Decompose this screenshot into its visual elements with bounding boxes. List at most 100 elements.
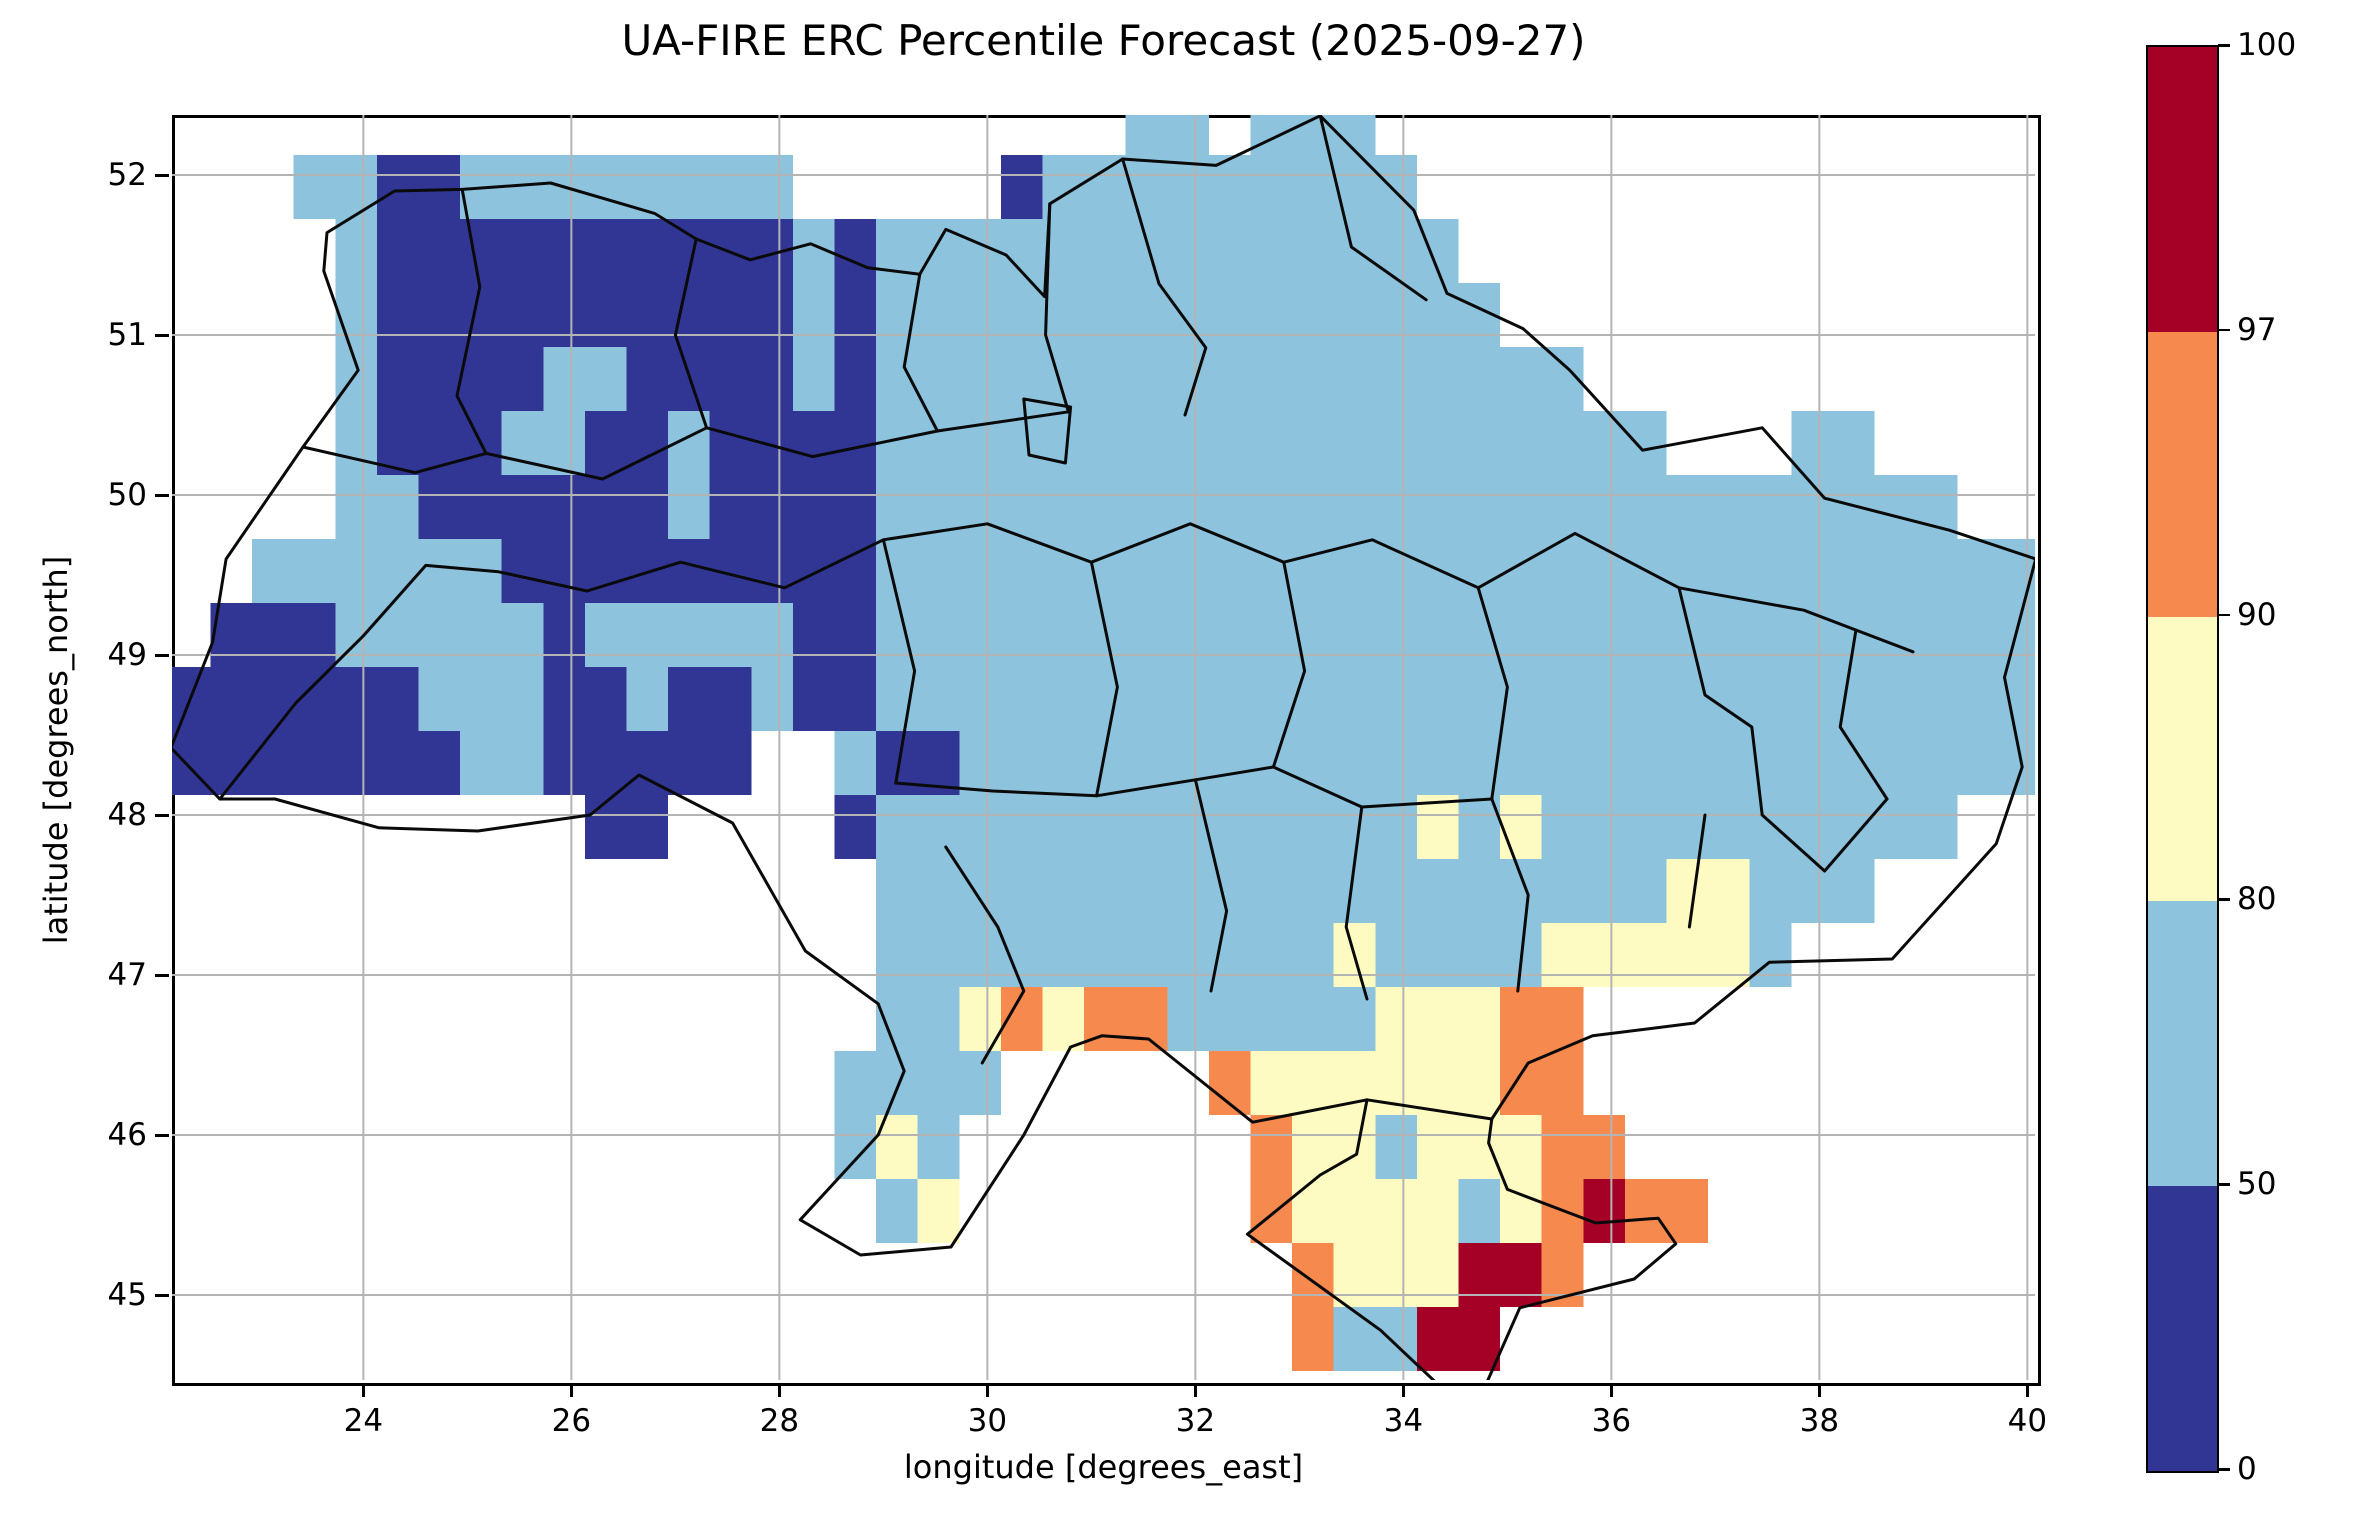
grid-cell xyxy=(1375,283,1417,347)
grid-cell xyxy=(1957,603,2000,667)
grid-cell xyxy=(1500,795,1542,859)
grid-cell xyxy=(1208,667,1251,731)
grid-cell xyxy=(959,539,1001,603)
heatmap-cells xyxy=(172,115,2035,1371)
grid-cell xyxy=(1042,603,1085,667)
y-tick-label: 47 xyxy=(107,957,147,993)
colorbar-tick-label: 97 xyxy=(2237,311,2277,348)
grid-cell xyxy=(1292,1179,1334,1243)
grid-cell xyxy=(1458,603,1501,667)
grid-cell xyxy=(1583,411,1625,475)
grid-cell xyxy=(751,667,793,731)
grid-cell xyxy=(917,1179,960,1243)
grid-cell xyxy=(1042,347,1085,411)
grid-cell xyxy=(917,219,960,283)
grid-cell xyxy=(1167,731,1209,795)
grid-cell xyxy=(1167,923,1209,987)
grid-cell xyxy=(1208,795,1251,859)
grid-cell xyxy=(709,603,752,667)
grid-cell xyxy=(1791,539,1833,603)
grid-cell xyxy=(543,411,585,475)
grid-cell xyxy=(1375,1115,1417,1179)
grid-cell xyxy=(1541,667,1584,731)
grid-cell xyxy=(876,475,918,539)
grid-cell xyxy=(1666,923,1709,987)
grid-cell xyxy=(1500,603,1542,667)
grid-cell xyxy=(1375,603,1417,667)
grid-cell xyxy=(1042,731,1085,795)
grid-cell xyxy=(1125,115,1168,155)
grid-cell xyxy=(1250,667,1293,731)
oblast-border xyxy=(944,845,1026,1065)
grid-cell xyxy=(252,667,294,731)
grid-cell xyxy=(959,795,1001,859)
grid-cell xyxy=(1333,411,1376,475)
grid-cell xyxy=(709,347,752,411)
grid-cell xyxy=(1624,411,1667,475)
grid-cell xyxy=(1125,411,1168,475)
grid-cell xyxy=(1167,603,1209,667)
grid-cell xyxy=(584,731,627,795)
grid-cell xyxy=(252,603,294,667)
oblast-border xyxy=(1344,805,1369,1001)
grid-cell xyxy=(751,155,793,219)
x-axis-label: longitude [degrees_east] xyxy=(903,1448,1304,1486)
grid-cell xyxy=(1500,731,1542,795)
grid-cell xyxy=(1125,475,1168,539)
grid-cell xyxy=(543,219,585,283)
grid-cell xyxy=(543,475,585,539)
grid-cell xyxy=(1292,923,1334,987)
grid-cell xyxy=(376,347,419,411)
grid-cell xyxy=(1333,1115,1376,1179)
grid-cell xyxy=(418,475,461,539)
grid-cell xyxy=(1167,411,1209,475)
oblast-border xyxy=(1271,560,1307,769)
grid-cell xyxy=(1666,1179,1709,1243)
grid-cell xyxy=(1708,539,1750,603)
grid-cell xyxy=(792,475,835,539)
grid-cell xyxy=(1375,411,1417,475)
region-borders xyxy=(172,115,2035,1380)
x-tick-mark xyxy=(777,1383,781,1397)
grid-cell xyxy=(917,1115,960,1179)
grid-cell xyxy=(792,667,835,731)
grid-cell xyxy=(460,219,502,283)
grid-cell xyxy=(1084,795,1126,859)
grid-cell xyxy=(1791,795,1833,859)
oblast-border xyxy=(1476,586,1509,801)
grid-cell xyxy=(1708,795,1750,859)
oblast-border xyxy=(1677,586,1764,817)
grid-cell xyxy=(293,155,336,219)
colorbar-tick-label: 100 xyxy=(2237,27,2297,63)
grid-cell xyxy=(1624,1179,1667,1243)
grid-cell xyxy=(876,795,918,859)
grid-cell xyxy=(584,795,627,859)
grid-cell xyxy=(834,347,877,411)
grid-cell xyxy=(1250,603,1293,667)
grid-cell xyxy=(1500,411,1542,475)
grid-cell xyxy=(460,283,502,347)
grid-cell xyxy=(1708,475,1750,539)
grid-cell xyxy=(210,667,253,731)
grid-cell xyxy=(1458,1051,1501,1115)
grid-cell xyxy=(501,539,544,603)
grid-cell xyxy=(418,219,461,283)
grid-cell xyxy=(626,219,669,283)
grid-cell xyxy=(1042,795,1085,859)
grid-cell xyxy=(1292,155,1334,219)
grid-cell xyxy=(1916,731,1958,795)
grid-cell xyxy=(501,347,544,411)
grid-cell xyxy=(1125,603,1168,667)
grid-cell xyxy=(1042,987,1085,1051)
grid-cell xyxy=(1708,923,1750,987)
grid-cell xyxy=(1416,603,1459,667)
grid-cell xyxy=(293,603,336,667)
colorbar-tick-label: 80 xyxy=(2237,881,2277,918)
grid-cell xyxy=(1458,1179,1501,1243)
grid-cell xyxy=(1624,795,1667,859)
grid-cell xyxy=(1000,667,1043,731)
grid-cell xyxy=(172,731,211,795)
grid-cell xyxy=(1084,219,1126,283)
colorbar-tick-mark xyxy=(2217,328,2230,332)
grid-cell xyxy=(1832,539,1875,603)
